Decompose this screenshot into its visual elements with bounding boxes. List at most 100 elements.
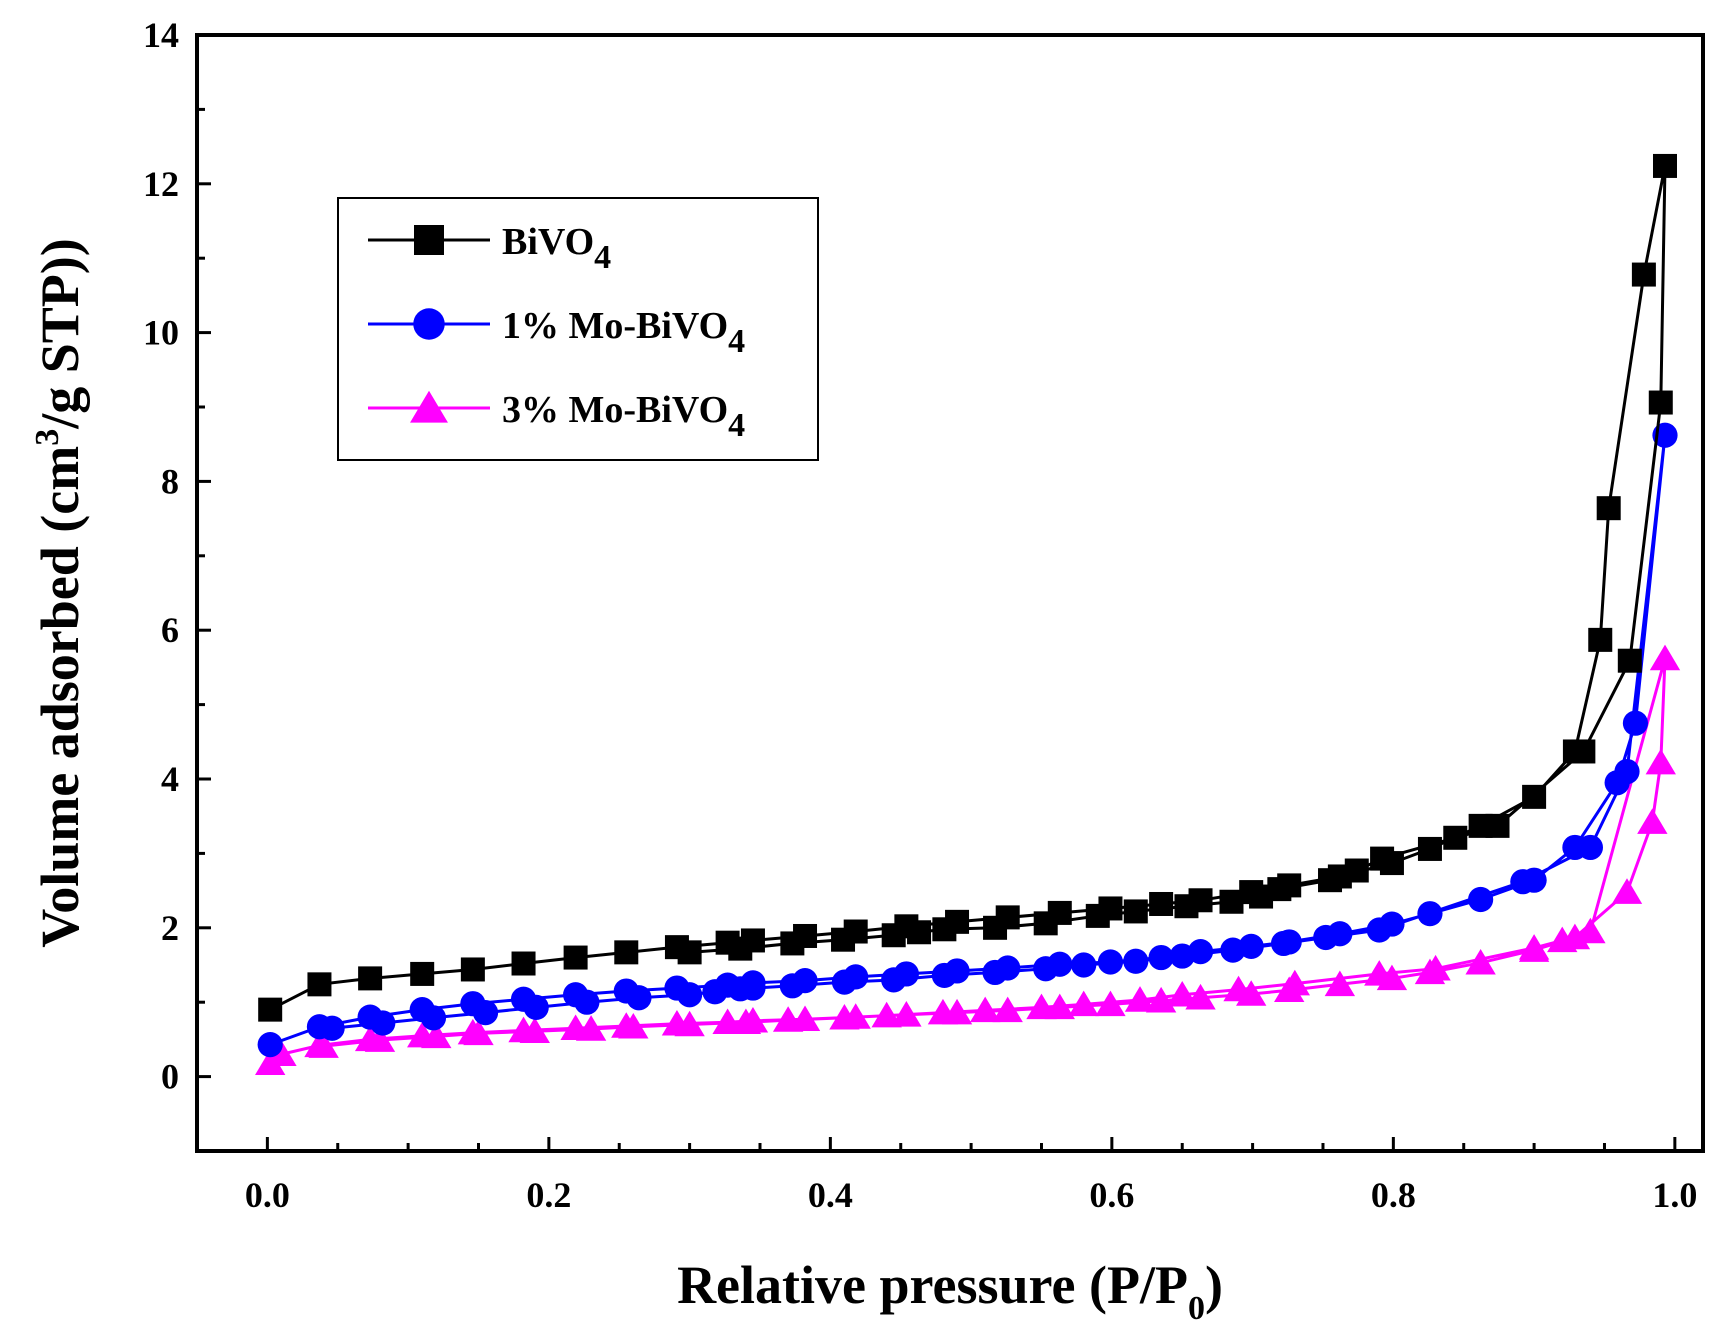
legend-label: 3% Mo-BiVO4 (502, 389, 745, 444)
y-axis-title-main: Volume adsorbed (cm (30, 446, 90, 948)
desorption-point (702, 979, 728, 1005)
adsorption-point (1149, 891, 1174, 916)
desorption-point (1510, 869, 1536, 895)
x-tick-label: 0.2 (526, 1175, 571, 1215)
desorption-point (1071, 952, 1097, 978)
desorption-point (1270, 930, 1297, 957)
desorption-point (677, 982, 703, 1008)
adsorption-point (410, 961, 435, 986)
desorption-point (421, 1022, 452, 1049)
adsorption-point (563, 945, 588, 970)
series-circle (257, 422, 1678, 1058)
adsorption-point (258, 997, 283, 1022)
y-tick-label: 14 (143, 15, 179, 55)
legend-item: 3% Mo-BiVO4 (368, 389, 745, 444)
desorption-point (881, 923, 906, 948)
desorption-point (727, 976, 753, 1002)
series-square (258, 153, 1677, 1022)
y-axis-title-rest: /g STP)) (30, 238, 90, 430)
desorption-point (463, 1019, 494, 1046)
adsorption-point (1417, 901, 1443, 927)
legend-label: 1% Mo-BiVO4 (502, 305, 745, 360)
series-triangle (255, 644, 1681, 1075)
desorption-point (370, 1010, 396, 1036)
desorption-point (1318, 868, 1343, 893)
y-tick-label: 10 (143, 313, 179, 353)
adsorption-point (891, 1001, 922, 1027)
legend-marker (413, 308, 445, 340)
legend-marker (410, 390, 448, 423)
legend-label-main: BiVO (502, 221, 594, 263)
adsorption-point (1631, 262, 1656, 287)
desorption-point (772, 1006, 804, 1032)
desorption-point (1364, 960, 1395, 986)
adsorption-point (1522, 784, 1547, 809)
desorption-point (1249, 884, 1274, 909)
adsorption-point (1417, 836, 1442, 861)
adsorption-point (1622, 710, 1649, 736)
desorption-point (1124, 986, 1156, 1012)
y-tick-label: 12 (143, 164, 179, 204)
desorption-point (1420, 954, 1451, 981)
legend-label-subscript: 4 (728, 323, 745, 360)
desorption-point (308, 1032, 339, 1058)
desorption-point (618, 1012, 649, 1039)
adsorption-point (358, 966, 383, 991)
adsorption-point (1148, 944, 1174, 971)
desorption-point (1123, 899, 1148, 924)
legend-label: BiVO4 (502, 221, 611, 276)
desorption-point (881, 967, 907, 993)
x-axis-ticks: 0.0 0.2 0.4 0.6 0.8 1.0 (245, 1137, 1697, 1215)
desorption-point (1068, 990, 1099, 1017)
adsorption-point (1652, 153, 1677, 178)
desorption-point (1313, 924, 1339, 951)
desorption-point (1026, 993, 1057, 1020)
desorption-point (472, 1000, 499, 1026)
desorption-point (829, 1004, 860, 1030)
desorption-point (907, 920, 932, 945)
desorption-point (1174, 894, 1199, 919)
y-tick-label: 4 (161, 759, 179, 799)
x-tick-label: 0.8 (1371, 1175, 1416, 1215)
desorption-point (364, 1026, 396, 1052)
desorption-point (677, 940, 702, 965)
desorption-point (1085, 903, 1110, 928)
adsorption-point (614, 940, 639, 965)
x-tick-label: 0.0 (245, 1175, 290, 1215)
desorption-point (1577, 834, 1604, 861)
desorption-point (931, 962, 957, 989)
desorption-point (1366, 917, 1392, 943)
desorption-point (1547, 926, 1578, 953)
desorption-point (626, 985, 652, 1011)
adsorption-point (1465, 948, 1496, 975)
y-axis-title-superscript: 3 (29, 429, 66, 446)
y-tick-label: 6 (161, 610, 179, 650)
adsorption-point (992, 996, 1023, 1023)
desorption-point (1223, 975, 1254, 1002)
x-tick-label: 0.6 (1089, 1175, 1134, 1215)
desorption-point (1033, 911, 1058, 936)
desorption-point (1614, 758, 1640, 785)
desorption-point (1443, 825, 1468, 850)
adsorption-point (1324, 970, 1356, 997)
adsorption-point (1649, 644, 1681, 671)
desorption-point (831, 969, 858, 995)
legend-marker (414, 225, 444, 255)
desorption-point (728, 936, 753, 961)
adsorption-point (511, 951, 536, 976)
legend-label-main: 3% Mo-BiVO (502, 389, 728, 431)
desorption-point (983, 915, 1008, 940)
adsorption-point (1645, 748, 1676, 775)
desorption-point (1370, 846, 1395, 871)
desorption-point (1575, 917, 1606, 944)
desorption-point (982, 959, 1008, 986)
desorption-point (519, 1017, 550, 1043)
adsorption-point (307, 972, 332, 997)
y-axis-title: Volume adsorbed (cm3/g STP)) (29, 238, 90, 948)
desorption-point (1571, 739, 1596, 764)
desorption-point (932, 917, 957, 942)
adsorption-point (1637, 808, 1668, 834)
legend-item: 1% Mo-BiVO4 (368, 305, 745, 360)
